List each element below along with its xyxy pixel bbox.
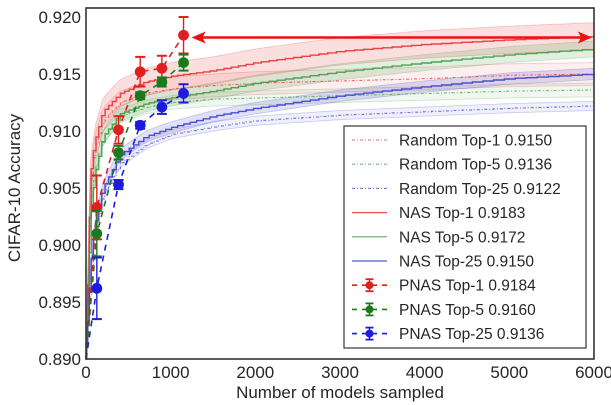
data-point bbox=[91, 282, 103, 294]
legend-item: NAS Top-5 0.9172 bbox=[352, 229, 525, 246]
legend-label: NAS Top-25 0.9150 bbox=[399, 254, 534, 271]
x-tick-label: 3000 bbox=[321, 363, 359, 382]
legend-item: Random Top-25 0.9122 bbox=[352, 181, 561, 198]
nas-line-3 bbox=[85, 36, 595, 360]
nas-line-5 bbox=[85, 73, 595, 360]
x-tick-label: 4000 bbox=[406, 363, 444, 382]
y-tick-label: 0.910 bbox=[38, 122, 81, 141]
random-line-2 bbox=[86, 105, 595, 360]
legend-label: Random Top-1 0.9150 bbox=[399, 133, 552, 150]
legend-item: NAS Top-1 0.9183 bbox=[352, 205, 525, 222]
legend-label: NAS Top-1 0.9183 bbox=[399, 205, 525, 222]
data-point bbox=[91, 228, 103, 240]
data-point bbox=[113, 179, 124, 190]
y-tick-label: 0.905 bbox=[38, 179, 81, 198]
nas-line-4 bbox=[85, 48, 595, 360]
data-point bbox=[178, 29, 189, 41]
legend-item: NAS Top-25 0.9150 bbox=[352, 254, 534, 271]
legend-label: Random Top-5 0.9136 bbox=[399, 157, 552, 174]
legend-swatch-marker bbox=[365, 329, 374, 338]
data-point bbox=[113, 124, 124, 136]
legend-label: PNAS Top-25 0.9136 bbox=[399, 326, 544, 343]
x-tick-label: 2000 bbox=[236, 363, 274, 382]
pnas-series-2 bbox=[85, 83, 189, 360]
x-tick-label: 5000 bbox=[490, 363, 528, 382]
legend-item: PNAS Top-5 0.9160 bbox=[352, 302, 536, 319]
x-axis-label: Number of models sampled bbox=[236, 383, 444, 402]
legend-item: Random Top-1 0.9150 bbox=[352, 133, 552, 150]
data-point bbox=[113, 147, 124, 159]
legend-swatch-marker bbox=[365, 281, 374, 290]
legend-label: NAS Top-5 0.9172 bbox=[399, 229, 525, 246]
pnas-series-1 bbox=[85, 53, 189, 360]
data-point bbox=[156, 62, 168, 74]
legend-item: PNAS Top-25 0.9136 bbox=[352, 326, 544, 343]
legend-label: PNAS Top-1 0.9184 bbox=[399, 278, 536, 295]
data-point bbox=[134, 119, 146, 131]
data-point bbox=[134, 90, 146, 102]
legend-item: PNAS Top-1 0.9184 bbox=[352, 278, 536, 295]
pnas-series bbox=[85, 16, 189, 360]
legend-label: PNAS Top-5 0.9160 bbox=[399, 302, 536, 319]
x-tick-label: 0 bbox=[81, 363, 90, 382]
arrow-head-right bbox=[578, 31, 592, 44]
legend-swatch-marker bbox=[365, 305, 374, 314]
y-tick-label: 0.915 bbox=[38, 65, 81, 84]
x-tick-label: 1000 bbox=[152, 363, 190, 382]
legend-label: Random Top-25 0.9122 bbox=[399, 181, 561, 198]
x-axis-ticks: 0 1000 2000 3000 4000 5000 6000 bbox=[81, 363, 611, 382]
pnas-dashed-line bbox=[85, 92, 184, 360]
data-point bbox=[178, 57, 189, 68]
y-tick-label: 0.920 bbox=[38, 8, 81, 27]
data-point bbox=[156, 101, 168, 113]
x-tick-label: 6000 bbox=[575, 363, 611, 382]
y-axis-ticks: 0.890 0.895 0.900 0.905 0.910 0.915 0.920 bbox=[38, 8, 81, 369]
y-tick-label: 0.895 bbox=[38, 293, 81, 312]
data-point bbox=[178, 87, 189, 99]
annotation-arrow bbox=[191, 31, 592, 44]
data-point bbox=[156, 76, 168, 88]
plot-frame bbox=[85, 7, 595, 360]
data-point bbox=[134, 66, 146, 78]
y-tick-label: 0.900 bbox=[38, 236, 81, 255]
legend-item: Random Top-5 0.9136 bbox=[352, 157, 552, 174]
curve-lines bbox=[85, 36, 595, 360]
y-tick-label: 0.890 bbox=[38, 350, 81, 369]
y-axis-label: CIFAR-10 Accuracy bbox=[5, 113, 24, 262]
legend: Random Top-1 0.9150 Random Top-5 0.9136 Ra… bbox=[343, 125, 587, 349]
arrow-head-left bbox=[191, 31, 206, 44]
